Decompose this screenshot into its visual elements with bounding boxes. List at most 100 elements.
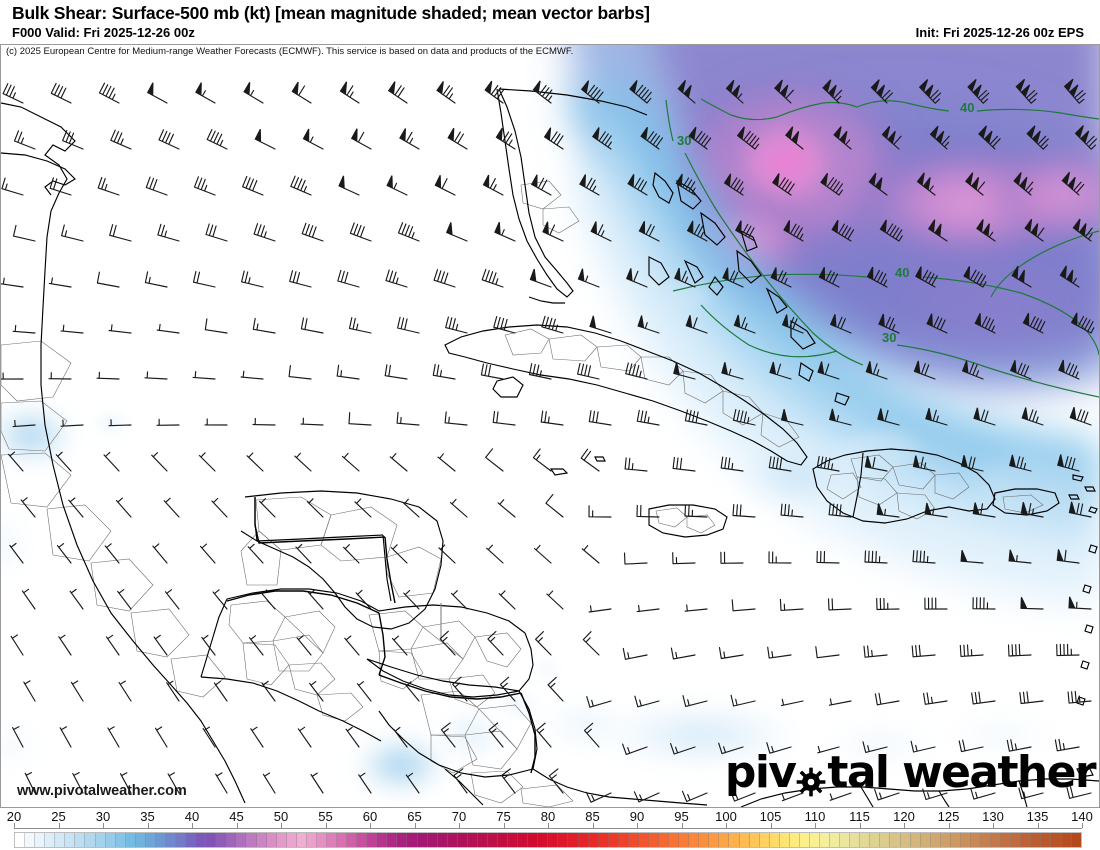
wind-barb — [912, 455, 936, 472]
colorbar[interactable]: 20 25 30 35 40 45 50 55 60 65 70 75 80 85 90 95 100 105 11… — [0, 808, 1100, 850]
wind-barb — [773, 79, 794, 104]
wind-barb — [1, 372, 24, 380]
wind-barb — [577, 268, 600, 288]
colorbar-tick-mark — [815, 823, 816, 828]
colorbar-cell — [487, 833, 498, 847]
colorbar-gradient[interactable] — [14, 832, 1082, 848]
wind-barb — [440, 722, 456, 748]
wind-barb — [104, 543, 120, 564]
wind-barb — [732, 504, 756, 518]
wind-barb — [878, 313, 900, 334]
wind-barb — [242, 175, 264, 196]
wind-barb — [243, 82, 264, 104]
colorbar-cell — [256, 833, 267, 847]
wind-barb — [536, 722, 552, 748]
colorbar-cell — [397, 833, 408, 847]
wind-barb — [915, 266, 938, 288]
wind-barb — [1057, 454, 1080, 472]
colorbar-cell — [850, 833, 861, 847]
wind-barb — [684, 409, 708, 426]
colorbar-cell — [950, 833, 961, 847]
colorbar-cell — [236, 833, 247, 847]
wind-barb — [976, 219, 996, 242]
wind-barb — [300, 317, 324, 334]
wind-barb — [972, 597, 996, 610]
wind-barb — [404, 681, 420, 702]
wind-barb — [581, 545, 600, 564]
colorbar-cell — [407, 833, 418, 847]
colorbar-cell — [1001, 833, 1012, 847]
wind-barb — [918, 79, 942, 104]
wind-barb — [48, 277, 72, 288]
colorbar-cell — [669, 833, 680, 847]
colorbar-cell — [910, 833, 921, 847]
wind-barb — [1068, 501, 1092, 518]
colorbar-tick-mark — [325, 823, 327, 828]
map-panel[interactable]: 30 40 40 30 — [0, 44, 1100, 808]
wind-barb — [252, 317, 276, 334]
colorbar-cell — [347, 833, 358, 847]
wind-barb — [152, 543, 168, 564]
colorbar-cell — [125, 833, 136, 847]
wind-barb — [546, 590, 564, 610]
colorbar-tick-label: 130 — [982, 809, 1004, 824]
wind-barb — [144, 371, 168, 380]
wind-barb — [629, 80, 652, 104]
wind-barb — [341, 452, 360, 472]
wind-barb — [72, 772, 84, 794]
wind-barb — [622, 647, 648, 660]
wind-barb — [681, 790, 708, 803]
colorbar-tick-mark — [592, 823, 594, 828]
wind-barb — [358, 772, 372, 794]
contour-labels: 30 40 40 30 — [677, 100, 974, 345]
wind-barb — [876, 597, 900, 611]
colorbar-cell — [417, 833, 428, 847]
contour-30-se — [700, 304, 1099, 398]
colorbar-cell — [749, 833, 760, 847]
wind-barb — [438, 544, 456, 564]
colorbar-cell — [598, 833, 609, 847]
wind-barb — [768, 456, 792, 472]
wind-barb — [399, 128, 420, 150]
wind-barb — [672, 456, 696, 472]
wind-barb — [781, 314, 804, 334]
colorbar-tick-label: 115 — [849, 809, 870, 824]
wind-barb — [250, 726, 264, 748]
valid-time-label: F000 Valid: Fri 2025-12-26 00z — [12, 25, 195, 40]
wind-barb — [24, 772, 36, 794]
wind-barb — [682, 695, 708, 707]
wind-barb — [912, 550, 936, 564]
wind-barb — [688, 126, 712, 150]
colorbar-cell — [1011, 833, 1022, 847]
colorbar-cell — [276, 833, 287, 847]
wind-barb — [166, 680, 180, 702]
colorbar-tick-label: 125 — [937, 809, 960, 824]
colorbar-cell — [226, 833, 237, 847]
wind-barb — [107, 726, 120, 748]
colorbar-cell — [679, 833, 690, 847]
wind-barb — [670, 647, 696, 660]
page-title: Bulk Shear: Surface-500 mb (kt) [mean ma… — [12, 3, 650, 23]
wind-barb — [1024, 218, 1045, 242]
wind-barb — [60, 419, 84, 427]
wind-barb — [673, 362, 696, 380]
colorbar-tick-mark — [904, 823, 905, 828]
wind-barb — [541, 315, 564, 334]
wind-barb — [684, 504, 708, 518]
wind-barb — [582, 631, 600, 656]
wind-barb — [588, 505, 612, 518]
wind-barb — [829, 792, 852, 801]
colorbar-tick-mark — [1037, 823, 1039, 828]
wind-barb — [156, 323, 180, 334]
colorbar-tick-mark — [147, 823, 149, 828]
colorbar-tick-label: 105 — [759, 809, 782, 824]
wind-barb — [453, 768, 468, 794]
colorbar-tick-mark — [236, 823, 238, 828]
wind-barb — [963, 266, 987, 288]
wind-barb — [624, 457, 648, 472]
contour-40-main — [672, 273, 1099, 356]
wind-barb — [12, 726, 24, 748]
colorbar-cell — [135, 833, 146, 847]
colorbar-cell — [1041, 833, 1052, 847]
colorbar-cell — [548, 833, 559, 847]
